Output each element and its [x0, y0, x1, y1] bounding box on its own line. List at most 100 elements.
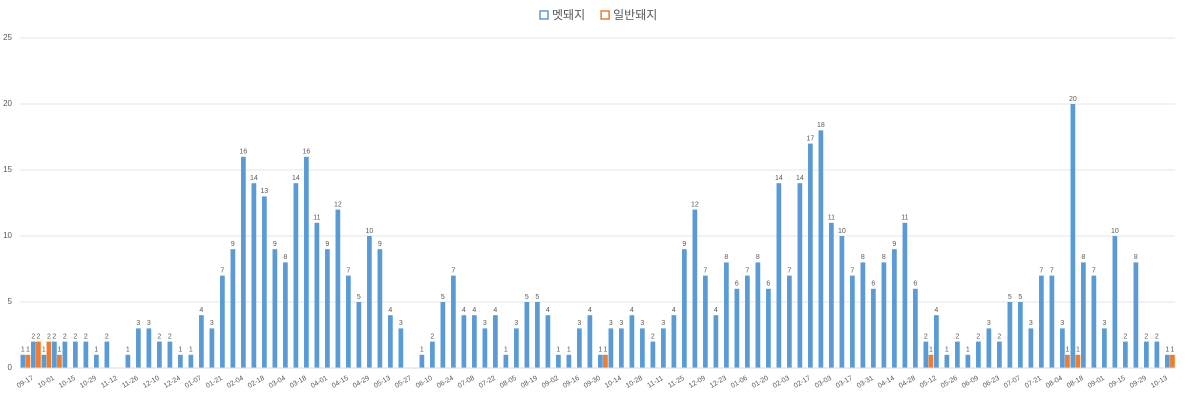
data-label: 2 — [1144, 333, 1148, 340]
data-label: 6 — [766, 281, 770, 288]
x-tick-label: 10-29 — [79, 375, 98, 390]
bar — [1091, 275, 1097, 368]
bar — [535, 302, 540, 368]
x-tick-label: 10-01 — [37, 375, 56, 390]
bar — [1165, 354, 1170, 368]
data-label: 18 — [817, 122, 825, 129]
data-label: 3 — [1029, 320, 1033, 327]
bar — [976, 341, 981, 368]
bar — [335, 209, 341, 368]
bar — [734, 288, 740, 368]
bar — [871, 288, 876, 368]
bar — [220, 275, 225, 368]
data-label: 2 — [924, 333, 928, 340]
data-label: 1 — [603, 347, 607, 354]
data-label: 10 — [365, 228, 373, 235]
data-label: 10 — [1111, 228, 1119, 235]
data-label: 8 — [724, 254, 728, 261]
x-tick-label: 05-12 — [919, 375, 938, 390]
bar — [398, 328, 404, 368]
x-tick-label: 03-17 — [835, 375, 854, 390]
bar — [94, 354, 99, 368]
bar — [167, 341, 173, 368]
data-label: 1 — [929, 347, 933, 354]
x-tick-label: 06-09 — [961, 375, 980, 390]
bar — [514, 328, 519, 368]
bar — [1049, 275, 1055, 368]
bar — [661, 328, 666, 368]
bar — [1170, 354, 1175, 368]
bar — [146, 328, 152, 368]
bar — [577, 328, 582, 368]
data-label: 3 — [210, 320, 214, 327]
bar — [209, 328, 215, 368]
bar — [682, 249, 687, 368]
data-label: 3 — [1102, 320, 1106, 327]
data-label: 8 — [1081, 254, 1085, 261]
bar — [1065, 354, 1070, 368]
data-label: 2 — [1123, 333, 1127, 340]
bar — [1018, 302, 1023, 368]
data-label: 7 — [1050, 267, 1054, 274]
data-label: 1 — [1170, 347, 1174, 354]
data-label: 9 — [273, 241, 277, 248]
x-tick-label: 07-08 — [457, 375, 476, 390]
x-tick-label: 07-21 — [1024, 375, 1043, 390]
x-tick-label: 05-27 — [394, 375, 413, 390]
bar — [1075, 354, 1081, 368]
bar — [1081, 262, 1086, 368]
data-label: 4 — [199, 307, 203, 314]
data-label: 5 — [525, 294, 529, 301]
bar — [57, 354, 62, 368]
data-label: 1 — [567, 347, 571, 354]
x-tick-label: 03-03 — [814, 375, 833, 390]
bar — [881, 262, 887, 368]
bar — [241, 156, 246, 368]
bar — [713, 315, 719, 368]
bar — [640, 328, 645, 368]
data-label: 1 — [26, 347, 30, 354]
x-tick-label: 09-29 — [1129, 375, 1148, 390]
data-label: 16 — [302, 149, 310, 156]
bar — [818, 130, 824, 368]
y-tick-label: 15 — [3, 165, 12, 174]
x-tick-label: 02-04 — [226, 375, 245, 390]
data-label: 14 — [796, 175, 804, 182]
data-label: 4 — [472, 307, 476, 314]
x-tick-label: 10-13 — [1150, 375, 1169, 390]
bar — [1102, 328, 1107, 368]
x-tick-label: 09-15 — [1108, 375, 1127, 390]
x-tick-label: 03-04 — [268, 375, 287, 390]
data-label: 4 — [588, 307, 592, 314]
bar — [944, 354, 950, 368]
data-label: 2 — [31, 333, 35, 340]
x-tick-label: 12-23 — [709, 375, 728, 390]
data-label: 7 — [346, 267, 350, 274]
bar — [83, 341, 89, 368]
bar — [388, 315, 393, 368]
data-label: 4 — [462, 307, 466, 314]
data-label: 3 — [136, 320, 140, 327]
bar — [293, 183, 299, 368]
x-tick-label: 10-28 — [625, 375, 644, 390]
bar — [73, 341, 78, 368]
bar — [188, 354, 194, 368]
bar — [136, 328, 141, 368]
bar — [928, 354, 934, 368]
data-label: 2 — [997, 333, 1001, 340]
data-label: 3 — [399, 320, 403, 327]
data-label: 1 — [21, 347, 25, 354]
bar — [25, 354, 31, 368]
bar — [104, 341, 110, 368]
x-tick-label: 04-14 — [877, 375, 896, 390]
data-label: 1 — [178, 347, 182, 354]
bar — [608, 328, 614, 368]
data-label: 7 — [850, 267, 854, 274]
data-label: 12 — [334, 201, 342, 208]
x-tick-label: 11-11 — [646, 375, 664, 390]
x-tick-label: 03-18 — [289, 375, 308, 390]
bar — [619, 328, 624, 368]
data-label: 2 — [47, 333, 51, 340]
bar — [356, 302, 362, 368]
data-label: 2 — [105, 333, 109, 340]
